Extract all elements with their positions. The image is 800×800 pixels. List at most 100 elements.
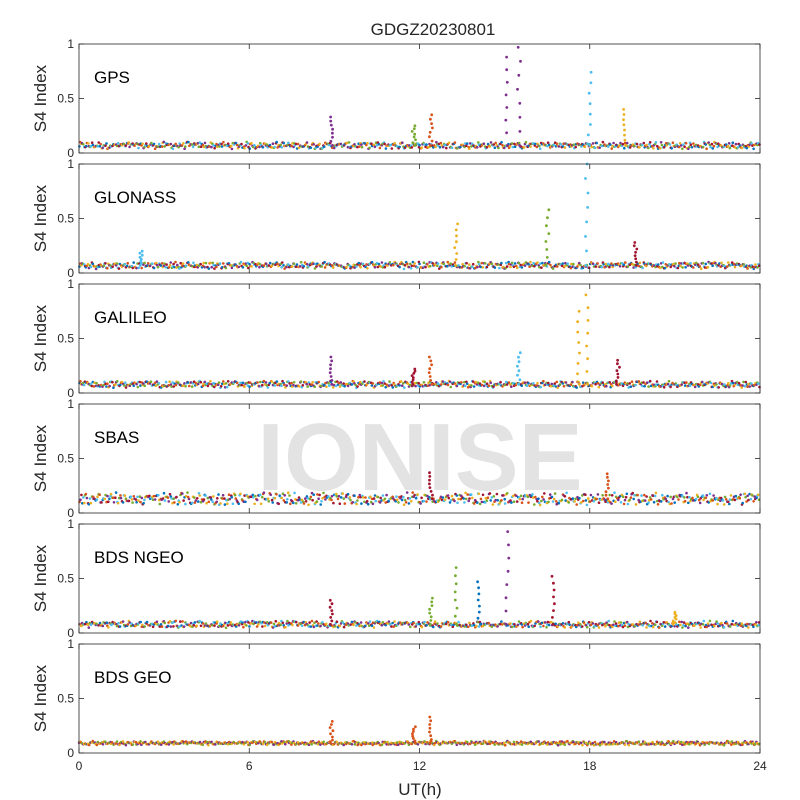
data-point <box>595 141 598 145</box>
data-point <box>98 493 101 497</box>
data-point <box>563 626 567 629</box>
data-point <box>332 383 336 387</box>
data-point <box>569 383 573 387</box>
data-point <box>372 497 376 500</box>
data-point <box>706 265 710 269</box>
data-point <box>331 386 335 389</box>
data-point <box>291 623 294 627</box>
data-point <box>196 382 200 386</box>
data-point <box>524 140 528 144</box>
data-point <box>564 261 567 265</box>
data-point <box>462 497 466 500</box>
data-point <box>243 494 246 497</box>
spike-point <box>618 365 621 369</box>
data-point <box>623 624 627 627</box>
data-point <box>198 494 201 497</box>
data-point <box>706 622 710 625</box>
data-point <box>721 624 724 627</box>
data-point <box>263 624 267 628</box>
data-point <box>423 143 426 146</box>
data-point <box>721 499 725 502</box>
data-point <box>726 500 730 504</box>
data-point <box>304 500 308 503</box>
data-point <box>601 381 604 385</box>
data-point <box>483 262 487 265</box>
spike-point <box>518 144 521 147</box>
data-point <box>169 261 172 264</box>
data-point <box>446 264 449 268</box>
data-point <box>461 262 464 266</box>
data-point <box>408 262 412 266</box>
data-point <box>532 382 535 385</box>
data-point <box>612 623 615 627</box>
data-point <box>385 493 388 497</box>
spike-point <box>505 68 509 72</box>
y-tick-label: 0 <box>67 386 74 400</box>
data-point <box>698 265 701 268</box>
data-point <box>115 740 119 743</box>
spike-point <box>476 580 479 584</box>
data-point <box>693 385 697 389</box>
data-point <box>203 624 207 627</box>
data-point <box>686 495 689 499</box>
spike-point <box>413 741 417 745</box>
data-point <box>538 503 542 507</box>
data-point <box>628 146 632 149</box>
data-point <box>201 143 205 147</box>
data-point <box>681 626 684 629</box>
data-point <box>623 498 627 502</box>
spike-point <box>622 108 625 111</box>
data-point <box>496 625 499 628</box>
spike-point <box>454 264 457 267</box>
data-point <box>588 500 592 503</box>
data-point <box>203 141 207 145</box>
data-point <box>104 740 107 743</box>
data-point <box>479 497 483 501</box>
data-point <box>728 502 731 506</box>
data-point <box>665 144 668 147</box>
spike-point <box>607 479 610 483</box>
spike-point <box>428 726 432 730</box>
data-point <box>422 261 426 265</box>
data-point <box>520 384 523 388</box>
data-point <box>167 384 170 387</box>
data-point <box>302 502 306 505</box>
data-point <box>416 493 419 496</box>
data-point <box>354 621 357 624</box>
data-point <box>705 625 708 629</box>
data-point <box>220 142 223 146</box>
data-point <box>211 500 214 504</box>
data-point <box>542 498 545 501</box>
data-point <box>484 496 488 500</box>
data-point <box>381 384 385 387</box>
data-point <box>140 496 144 500</box>
data-point <box>218 262 222 265</box>
data-point <box>371 502 375 506</box>
data-point <box>368 146 371 150</box>
data-point <box>318 142 321 146</box>
data-point <box>744 495 747 499</box>
data-point <box>244 620 247 624</box>
data-point <box>550 382 554 386</box>
data-point <box>384 385 388 389</box>
data-point <box>336 497 340 501</box>
data-point <box>195 263 199 267</box>
data-point <box>465 623 468 627</box>
data-point <box>740 386 743 389</box>
data-point <box>625 739 629 743</box>
data-point <box>287 141 290 145</box>
data-point <box>428 383 431 387</box>
y-tick-label: 1 <box>67 157 74 171</box>
x-axis-label: UT(h) <box>398 780 441 799</box>
spike-point <box>504 93 508 97</box>
spike-point <box>518 130 522 133</box>
data-point <box>527 625 530 628</box>
data-point <box>681 147 684 151</box>
data-point <box>746 494 749 498</box>
data-point <box>95 498 99 501</box>
data-point <box>176 263 179 267</box>
data-point <box>191 145 195 149</box>
data-point <box>535 384 538 387</box>
data-point <box>688 495 691 499</box>
data-point <box>622 621 626 625</box>
